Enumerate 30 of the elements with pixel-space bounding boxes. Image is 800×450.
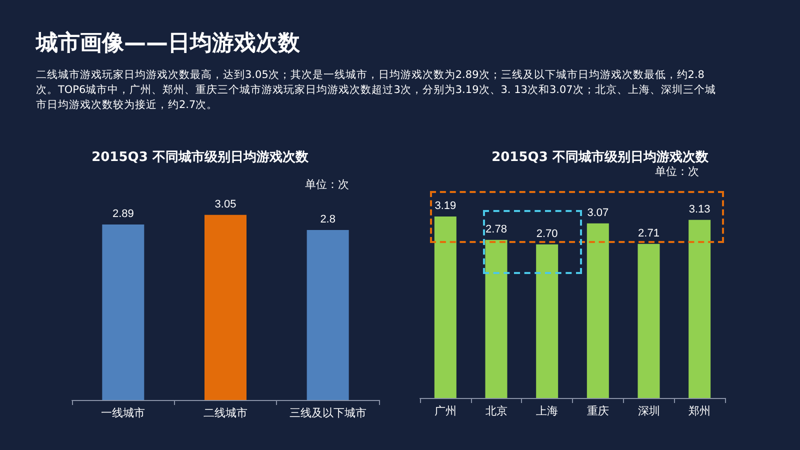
x-tick-label: 二线城市 [204, 406, 248, 420]
x-tick-label: 一线城市 [101, 406, 146, 420]
data-label: 3.19 [434, 200, 456, 212]
bar [638, 244, 660, 398]
data-label: 2.71 [638, 227, 660, 240]
x-tick-label: 三线及以下城市 [289, 406, 366, 420]
x-tick-label: 广州 [434, 404, 456, 418]
text: 单位：次 [305, 177, 349, 192]
bar [536, 244, 558, 398]
bar [586, 223, 609, 398]
chart-title: 2015Q3 不同城市级别日均游戏次数 [492, 149, 710, 165]
text: 城市画像——日均游戏次数 [36, 30, 300, 58]
bar [434, 216, 456, 398]
data-label: 3.07 [587, 206, 609, 219]
chart-title: 2015Q3 不同城市级别日均游戏次数 [92, 149, 310, 165]
x-tick-label: 深圳 [638, 404, 660, 418]
text: 单位：次 [655, 164, 699, 179]
x-tick-label: 重庆 [586, 404, 609, 418]
data-label: 2.78 [486, 223, 507, 236]
bar [688, 220, 711, 398]
data-label: 2.89 [112, 208, 134, 220]
data-label: 2.8 [320, 213, 336, 226]
x-tick-label: 北京 [485, 404, 508, 418]
x-tick-label: 上海 [536, 404, 558, 418]
bar [485, 240, 508, 398]
data-label: 3.05 [214, 198, 236, 210]
data-label: 2.70 [536, 228, 558, 240]
x-tick-label: 郑州 [688, 404, 711, 418]
data-label: 3.13 [688, 203, 710, 216]
text: 二线城市游戏玩家日均游戏次数最高，达到3.05次；其次是一线城市，日均游戏次数为2.89次；三线及以下城市日均游戏次数最低，约2.8次。TOP6城市中，广州、郑州、重庆三个城市游戏玩家日均游戏次数超过3次，分别为3.19次、3. 13次和3.07次；北京、上海、深圳三个城市日均游戏次数较为接近，约2.7次。 [36, 68, 717, 113]
